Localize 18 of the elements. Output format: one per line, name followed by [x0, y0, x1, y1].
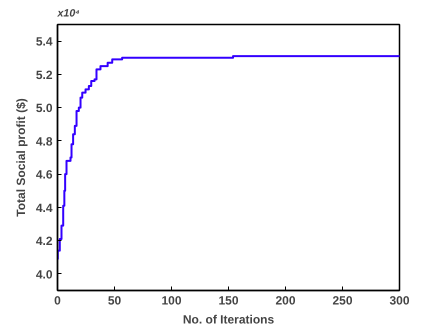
x-tick-label: 50	[108, 294, 122, 308]
y-tick-label: 4.2	[36, 234, 53, 248]
x-axis-title: No. of Iterations	[182, 312, 274, 326]
x-tick-label: 100	[161, 294, 182, 308]
y-tick-label: 5.2	[36, 68, 53, 82]
text: x10⁴	[56, 8, 80, 20]
y-axis-title: Total Social profit ($)	[14, 98, 28, 217]
y-tick-label: 5.0	[36, 101, 53, 116]
y-tick-label: 4.0	[36, 267, 53, 282]
x-tick-label: 250	[332, 294, 353, 308]
x-tick-label: 150	[218, 294, 239, 308]
y-tick-label: 4.6	[36, 168, 53, 182]
y-tick-label: 4.8	[36, 134, 53, 148]
x-tick-label: 200	[275, 294, 296, 308]
x-tick-label: 300	[389, 294, 410, 308]
x-tick-label: 0	[54, 294, 62, 308]
y-tick-label: 5.4	[36, 34, 53, 49]
y-tick-label: 4.4	[36, 200, 53, 215]
